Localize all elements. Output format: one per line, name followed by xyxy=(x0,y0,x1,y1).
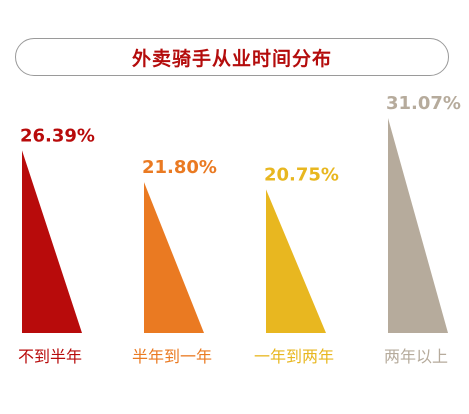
bar-1 xyxy=(22,150,82,333)
category-label-2: 半年到一年 xyxy=(132,347,212,366)
bar-3 xyxy=(266,189,326,333)
category-label-4: 两年以上 xyxy=(384,347,448,366)
chart-title: 外卖骑手从业时间分布 xyxy=(131,47,332,70)
value-label-3: 20.75% xyxy=(264,164,339,185)
category-label-1: 不到半年 xyxy=(18,347,82,366)
category-label-3: 一年到两年 xyxy=(254,347,334,366)
value-label-1: 26.39% xyxy=(20,125,95,146)
value-label-2: 21.80% xyxy=(142,157,217,178)
bar-4 xyxy=(388,118,448,333)
bar-2 xyxy=(144,182,204,333)
chart-title-frame: 外卖骑手从业时间分布 xyxy=(15,38,449,76)
value-label-4: 31.07% xyxy=(386,93,461,114)
